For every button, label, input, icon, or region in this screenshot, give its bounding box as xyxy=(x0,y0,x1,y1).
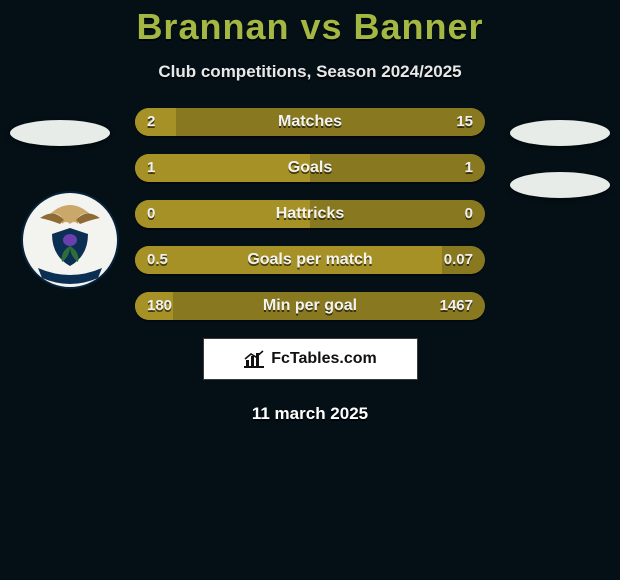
stat-label: Matches xyxy=(135,108,485,136)
stat-bar: 215Matches xyxy=(135,108,485,136)
stat-bars: 215Matches 11Goals 00Hattricks 0.50.07Goals… xyxy=(135,108,485,320)
comparison-stage: 215Matches 11Goals 00Hattricks 0.50.07Goals… xyxy=(0,108,620,320)
brand-chart-icon xyxy=(243,350,265,368)
left-team-badge-placeholder xyxy=(10,120,110,146)
stat-label: Hattricks xyxy=(135,200,485,228)
left-team-crest xyxy=(20,190,120,290)
right-team-badge-placeholder-2 xyxy=(510,172,610,198)
stat-label: Goals xyxy=(135,154,485,182)
stat-bar: 00Hattricks xyxy=(135,200,485,228)
brand-box[interactable]: FcTables.com xyxy=(203,338,418,380)
right-team-badge-placeholder xyxy=(510,120,610,146)
subtitle: Club competitions, Season 2024/2025 xyxy=(0,62,620,82)
page-title: Brannan vs Banner xyxy=(0,0,620,48)
stat-label: Goals per match xyxy=(135,246,485,274)
brand-text: FcTables.com xyxy=(271,350,377,368)
stat-bar: 0.50.07Goals per match xyxy=(135,246,485,274)
stat-bar: 1801467Min per goal xyxy=(135,292,485,320)
stat-label: Min per goal xyxy=(135,292,485,320)
date-text: 11 march 2025 xyxy=(0,404,620,424)
stat-bar: 11Goals xyxy=(135,154,485,182)
